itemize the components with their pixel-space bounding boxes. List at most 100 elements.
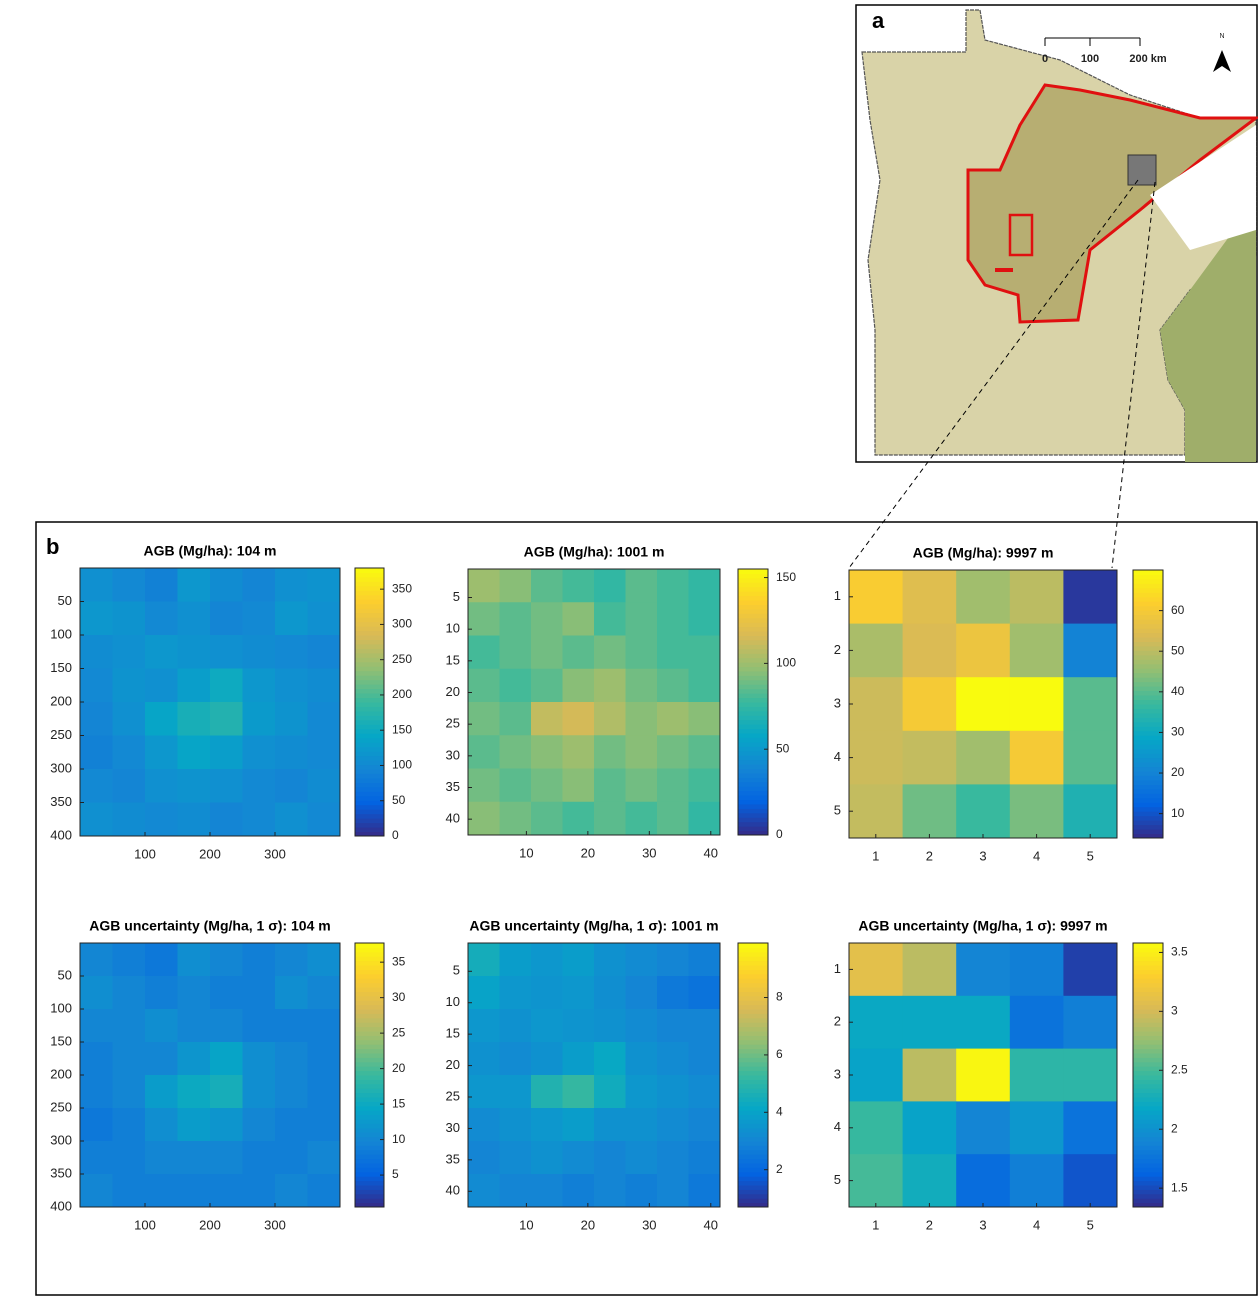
colorbar-step (1133, 811, 1163, 816)
colorbar-step (1133, 1044, 1163, 1049)
heatmap-cell (145, 1108, 178, 1142)
colorbar-step (1133, 691, 1163, 696)
heatmap-cell (178, 1108, 211, 1142)
heatmap-cell (243, 635, 276, 669)
colorbar-step (738, 596, 768, 601)
heatmap-cell (308, 1174, 341, 1208)
colorbar-step (1133, 740, 1163, 745)
colorbar-step (355, 1009, 384, 1014)
heatmap-cell (657, 769, 689, 803)
heatmap-cell (531, 636, 563, 670)
colorbar-step (355, 1035, 384, 1040)
heatmap-cell (178, 702, 211, 736)
heatmap-cell (275, 602, 308, 636)
heatmap-cell (1063, 784, 1117, 838)
colorbar-step (1133, 682, 1163, 687)
colorbar-tick-label: 250 (392, 652, 412, 666)
colorbar-step (738, 961, 768, 966)
heatmap-cell (626, 1141, 658, 1175)
heatmap-cell (80, 602, 113, 636)
heatmap-cell (689, 1042, 721, 1076)
y-tick-label: 35 (446, 779, 460, 794)
heatmap-cell (689, 636, 721, 670)
heatmap-cell (275, 736, 308, 770)
colorbar-step (738, 751, 768, 756)
colorbar-step (1133, 1075, 1163, 1080)
heatmap-cell (689, 769, 721, 803)
heatmap-cell (80, 1174, 113, 1208)
colorbar-step (1133, 597, 1163, 602)
heatmap-cell (468, 669, 500, 703)
colorbar-step (355, 1018, 384, 1023)
colorbar-step (355, 1057, 384, 1062)
colorbar-step (1133, 784, 1163, 789)
x-tick-label: 20 (581, 1217, 595, 1232)
heatmap-cell (468, 735, 500, 769)
colorbar-step (738, 760, 768, 765)
heatmap-cell (80, 803, 113, 837)
heatmap-cell (145, 736, 178, 770)
colorbar-tick-label: 10 (392, 1132, 406, 1146)
heatmap-cell (594, 1141, 626, 1175)
colorbar-step (1133, 1013, 1163, 1018)
colorbar-step (1133, 1022, 1163, 1027)
heatmap-cell (689, 976, 721, 1010)
colorbar-step (738, 1066, 768, 1071)
colorbar-step (1133, 1154, 1163, 1159)
heatmap-cell (1063, 677, 1117, 731)
heatmap-cell (689, 1141, 721, 1175)
colorbar-step (738, 582, 768, 587)
y-tick-label: 15 (446, 1026, 460, 1041)
colorbar-step (355, 595, 384, 600)
colorbar-step (355, 639, 384, 644)
colorbar-tick-label: 150 (392, 722, 412, 736)
colorbar-step (355, 1093, 384, 1098)
colorbar-step (738, 662, 768, 667)
heatmap-cell (113, 602, 146, 636)
colorbar-step (738, 795, 768, 800)
heatmap-cell (178, 635, 211, 669)
colorbar-step (738, 1181, 768, 1186)
heatmap-cell (1063, 1154, 1117, 1207)
heatmap-cell (468, 1042, 500, 1076)
y-tick-label: 2 (834, 1014, 841, 1029)
heatmap-cell (1010, 1049, 1064, 1102)
colorbar-step (355, 818, 384, 823)
x-tick-label: 100 (134, 846, 156, 861)
heatmap-cell (657, 1141, 689, 1175)
colorbar-step (738, 1049, 768, 1054)
heatmap-cell (563, 769, 595, 803)
colorbar-step (355, 671, 384, 676)
colorbar-step (355, 604, 384, 609)
heatmap-cell (243, 769, 276, 803)
colorbar-step (1133, 735, 1163, 740)
heatmap-cell (689, 802, 721, 836)
heatmap-cell (903, 731, 957, 785)
colorbar-step (1133, 1194, 1163, 1199)
colorbar-step (738, 1075, 768, 1080)
heatmap-cell (145, 976, 178, 1010)
x-tick-label: 20 (581, 845, 595, 860)
heatmap-cell (657, 669, 689, 703)
colorbar-step (738, 1053, 768, 1058)
colorbar-step (738, 1159, 768, 1164)
colorbar-step (355, 1145, 384, 1150)
colorbar-step (1133, 1137, 1163, 1142)
colorbar-step (1133, 775, 1163, 780)
colorbar-step (738, 587, 768, 592)
colorbar-tick-label: 8 (776, 990, 783, 1004)
heatmap-cell (1063, 731, 1117, 785)
colorbar-step (355, 1040, 384, 1045)
colorbar-step (1133, 771, 1163, 776)
heatmap-cell (903, 1154, 957, 1207)
chart-title: AGB uncertainty (Mg/ha, 1 σ): 1001 m (469, 918, 718, 934)
colorbar-step (738, 1040, 768, 1045)
heatmap-cell (210, 1009, 243, 1043)
heatmap-cell (657, 1075, 689, 1109)
colorbar-step (355, 1119, 384, 1124)
colorbar-step (1133, 807, 1163, 812)
colorbar-step (738, 573, 768, 578)
colorbar-step (355, 1189, 384, 1194)
heatmap-cell (80, 769, 113, 803)
heatmap-cell (468, 802, 500, 836)
